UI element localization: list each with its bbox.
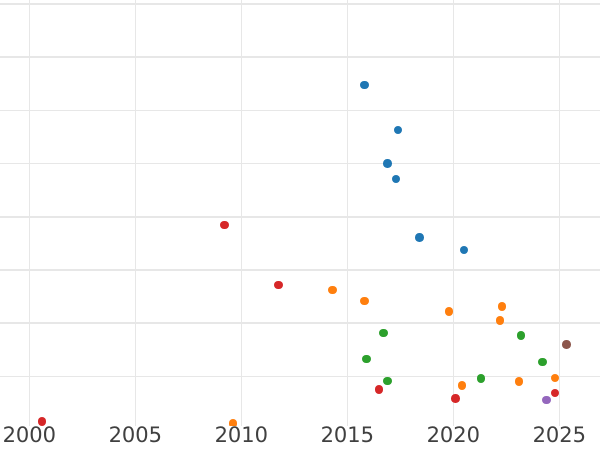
x-gridline — [240, 0, 243, 426]
x-tick-label: 2005 — [108, 423, 163, 447]
plot-area — [0, 0, 600, 426]
data-point-purple — [542, 395, 551, 405]
data-point-blue — [391, 174, 401, 184]
y-gridline — [0, 216, 600, 218]
data-point-orange — [228, 419, 238, 426]
data-point-orange — [444, 307, 454, 316]
data-point-orange — [497, 302, 507, 311]
data-point-blue — [393, 125, 403, 135]
data-point-red — [220, 220, 229, 230]
y-gridline — [0, 3, 600, 5]
data-point-blue — [459, 245, 469, 255]
data-point-red — [550, 388, 560, 398]
data-point-orange — [360, 296, 369, 306]
data-point-green — [383, 376, 392, 386]
data-point-orange — [457, 381, 467, 390]
x-tick-label: 2020 — [426, 423, 481, 447]
data-point-blue — [360, 80, 369, 90]
y-gridline — [0, 269, 600, 271]
x-gridline — [28, 0, 31, 426]
data-point-green — [538, 357, 547, 367]
y-gridline — [0, 109, 600, 112]
data-point-orange — [495, 316, 505, 325]
data-point-red — [451, 394, 460, 403]
data-point-red — [374, 385, 384, 394]
y-gridline — [0, 162, 600, 165]
data-point-green — [362, 354, 371, 364]
data-point-blue — [383, 159, 392, 168]
y-gridline — [0, 56, 600, 58]
x-gridline — [346, 0, 349, 426]
x-tick-label: 2000 — [2, 423, 57, 447]
x-gridline — [134, 0, 137, 426]
data-point-red — [274, 280, 283, 290]
x-tick-label: 2025 — [532, 423, 587, 447]
data-point-orange — [514, 377, 524, 386]
data-point-brown — [562, 340, 571, 349]
x-tick-label: 2015 — [320, 423, 375, 447]
x-tick-label: 2010 — [214, 423, 269, 447]
x-gridline — [452, 0, 455, 426]
data-point-orange — [550, 373, 560, 383]
x-gridline — [558, 0, 561, 426]
data-point-green — [379, 328, 388, 338]
data-point-orange — [328, 285, 337, 295]
y-gridline — [0, 322, 600, 324]
data-point-green — [476, 374, 486, 383]
y-gridline — [0, 375, 600, 378]
data-point-green — [516, 331, 526, 340]
data-point-red — [37, 417, 47, 426]
data-point-blue — [415, 233, 424, 242]
x-axis: 2000 2005 2010 2015 2020 2025 — [0, 423, 600, 450]
